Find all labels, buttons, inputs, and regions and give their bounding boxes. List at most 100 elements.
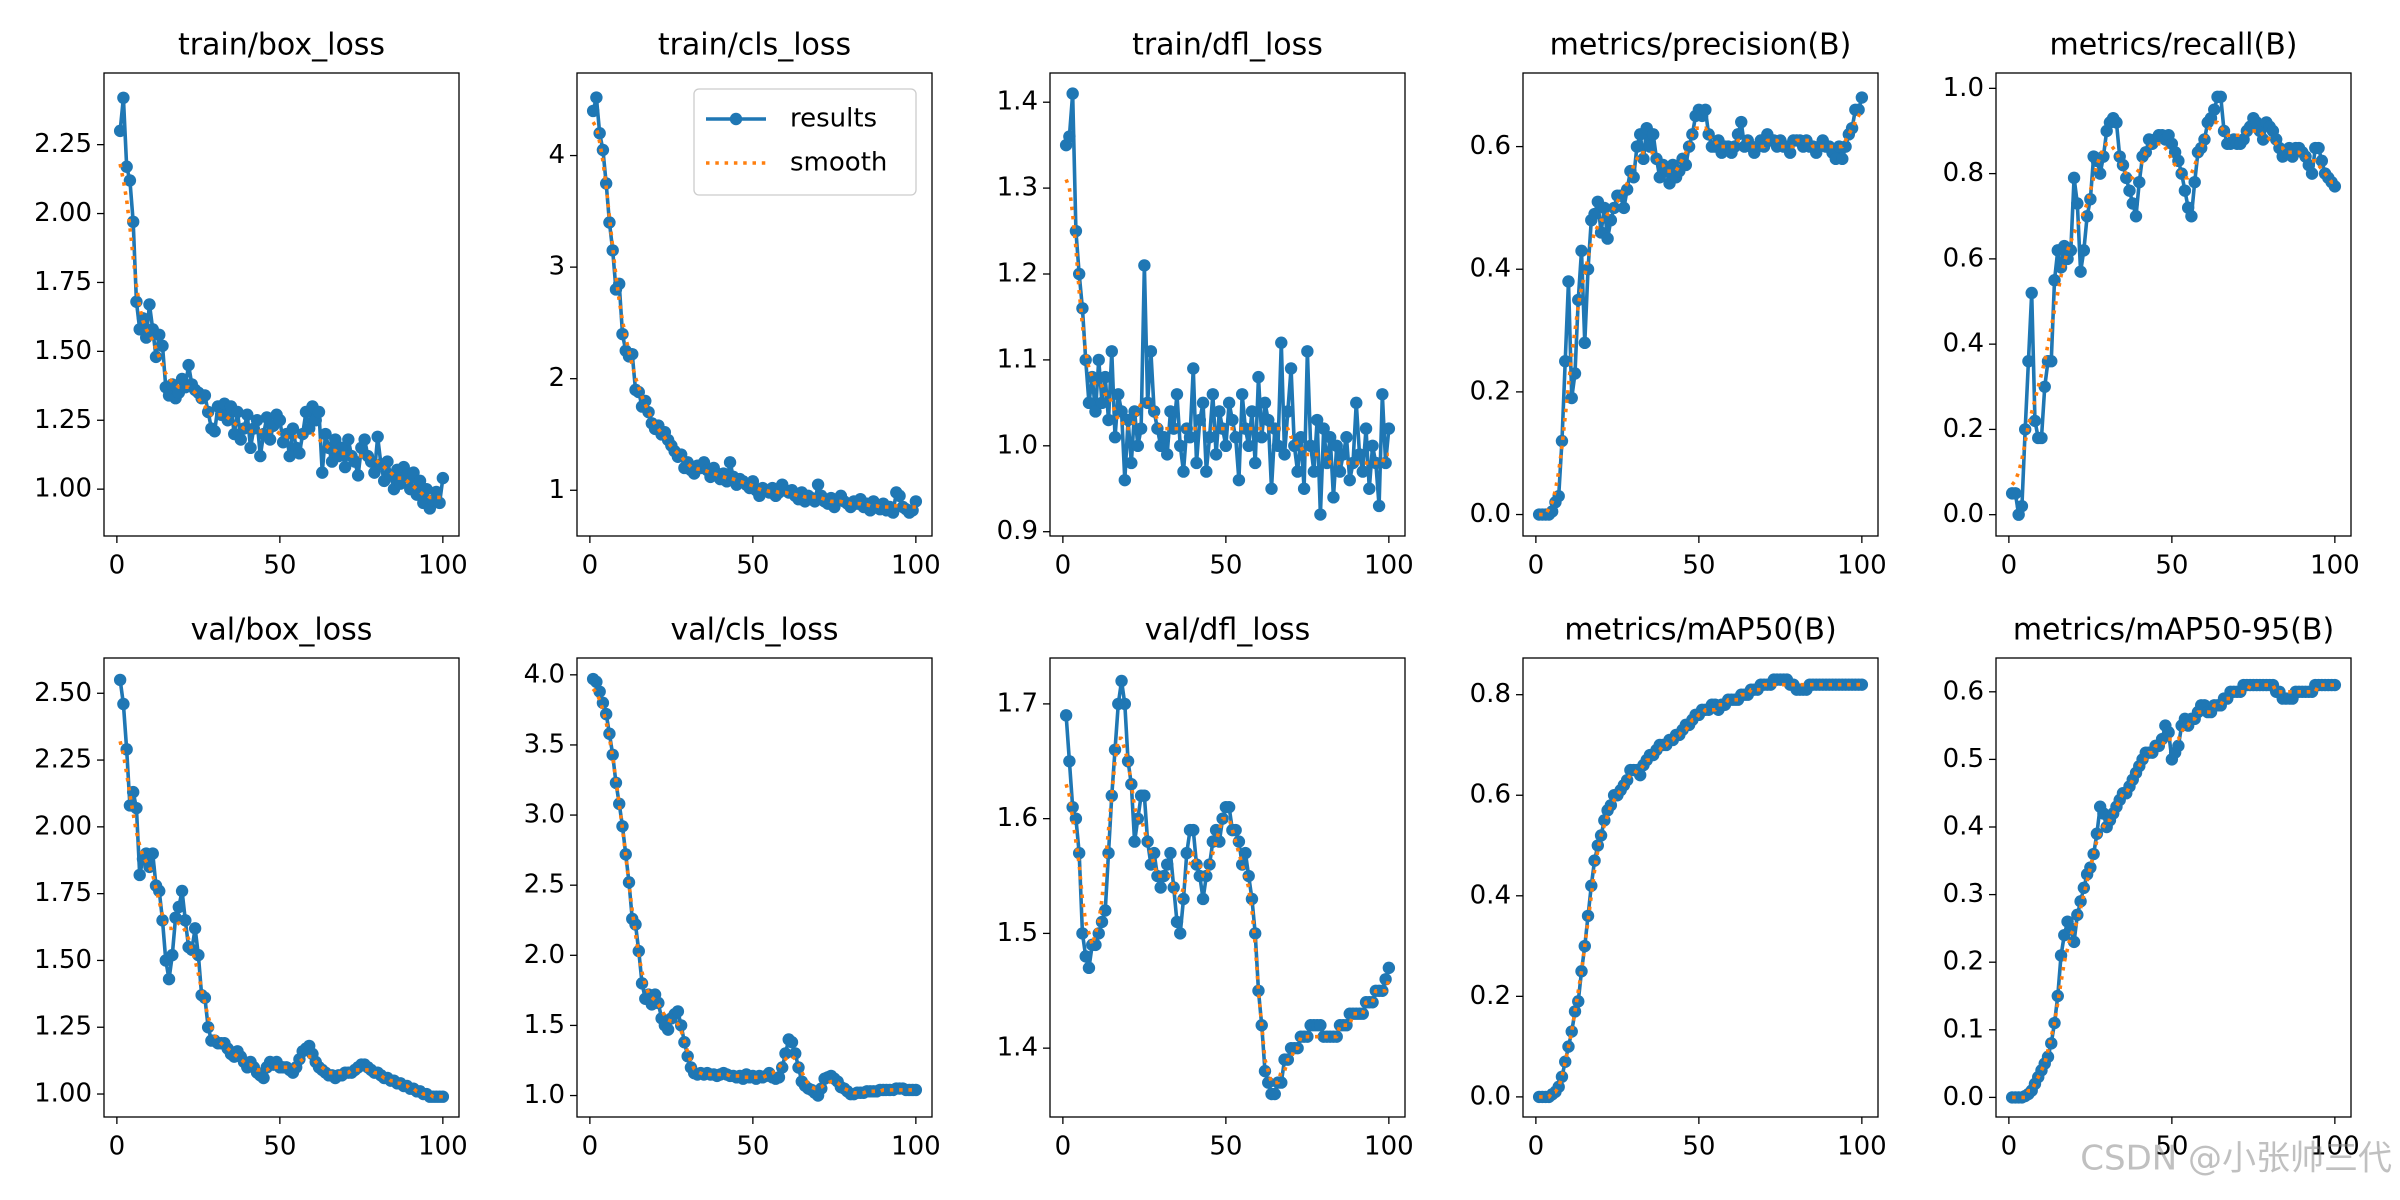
- data-point: [1382, 422, 1396, 435]
- y-tick-label: 0.2: [1943, 947, 1984, 977]
- data-point: [1099, 904, 1112, 917]
- data-point: [1167, 422, 1180, 435]
- y-tick-label: 1.75: [34, 267, 92, 297]
- data-point: [130, 801, 143, 815]
- data-point: [1157, 869, 1171, 883]
- data-point: [1578, 336, 1591, 350]
- data-point: [244, 441, 257, 455]
- axes-frame: [1995, 72, 2352, 537]
- data-point: [1555, 1070, 1569, 1083]
- data-point: [2028, 414, 2042, 428]
- data-point: [221, 414, 234, 427]
- data-point: [893, 489, 906, 503]
- series-line: [2012, 683, 2335, 1100]
- y-tick-label: 0.3: [1943, 879, 1984, 909]
- data-point: [1307, 465, 1321, 478]
- data-point: [1323, 431, 1337, 444]
- data-point: [1082, 396, 1096, 410]
- data-point: [2328, 678, 2342, 692]
- data-point: [1118, 697, 1132, 711]
- data-point: [2110, 116, 2123, 129]
- y-tick-label: 0.8: [1470, 679, 1511, 709]
- data-point: [779, 1047, 792, 1060]
- data-point: [1242, 869, 1255, 883]
- x-tick-label: 100: [1364, 551, 1414, 581]
- y-tick-label: 4.0: [524, 659, 565, 689]
- data-point: [2172, 739, 2185, 753]
- data-point: [1627, 171, 1640, 184]
- chart-title: val/dfl_loss: [1145, 613, 1310, 648]
- data-point: [2038, 380, 2051, 393]
- data-point: [1314, 508, 1327, 521]
- y-tick-label: 0.2: [1943, 414, 1984, 444]
- data-point: [1138, 259, 1151, 272]
- data-point: [179, 914, 192, 927]
- data-point: [342, 433, 355, 446]
- x-tick-label: 100: [1837, 551, 1887, 581]
- data-point: [1255, 431, 1268, 444]
- data-point: [1372, 499, 1386, 513]
- chart-title: train/dfl_loss: [1132, 28, 1323, 63]
- data-point: [586, 104, 600, 118]
- data-point: [1268, 422, 1281, 435]
- data-point: [1174, 927, 1187, 940]
- data-point: [1333, 465, 1347, 478]
- data-point: [1363, 482, 1376, 495]
- data-point: [1262, 413, 1275, 427]
- data-point: [1180, 846, 1193, 860]
- data-point: [1855, 91, 1869, 104]
- data-point: [1200, 869, 1213, 883]
- y-tick-label: 1.25: [34, 405, 92, 435]
- data-point: [143, 860, 156, 874]
- data-point: [166, 948, 179, 962]
- data-point: [1226, 413, 1239, 427]
- data-point: [1128, 405, 1141, 418]
- x-tick-label: 50: [736, 1132, 769, 1162]
- data-point: [319, 427, 332, 441]
- data-point: [616, 327, 629, 341]
- data-point: [2025, 286, 2038, 300]
- data-point: [1174, 439, 1187, 453]
- y-tick-label: 0.2: [1470, 981, 1511, 1011]
- data-point: [1565, 1025, 1578, 1038]
- y-tick-label: 1: [548, 475, 565, 505]
- data-point: [1092, 353, 1105, 367]
- y-tick-label: 2.00: [34, 811, 92, 841]
- data-point: [2064, 922, 2078, 935]
- data-point: [1598, 201, 1611, 215]
- series-line: [1539, 108, 1864, 517]
- data-point: [1121, 755, 1135, 768]
- x-tick-label: 50: [263, 551, 296, 581]
- data-point: [1115, 405, 1128, 418]
- data-point: [1337, 448, 1350, 461]
- data-point: [909, 1083, 923, 1097]
- data-point: [153, 328, 166, 342]
- data-point: [599, 707, 613, 721]
- x-tick-label: 0: [1528, 551, 1545, 581]
- y-tick-label: 1.00: [34, 474, 92, 504]
- data-point: [1167, 881, 1180, 894]
- x-tick-label: 100: [1837, 1132, 1887, 1162]
- data-point: [1366, 439, 1379, 453]
- data-point: [192, 948, 205, 962]
- data-point: [723, 456, 737, 469]
- data-point: [1144, 345, 1158, 358]
- data-point: [208, 425, 221, 438]
- data-point: [1275, 1076, 1288, 1089]
- data-point: [231, 405, 244, 419]
- data-point: [1258, 396, 1272, 410]
- data-point: [671, 1005, 685, 1018]
- data-point: [1588, 207, 1601, 221]
- data-point: [1249, 927, 1262, 940]
- data-point: [603, 216, 616, 229]
- data-point: [590, 675, 603, 689]
- data-point: [156, 914, 169, 927]
- data-point: [1190, 456, 1203, 470]
- series-line: [591, 687, 916, 1095]
- data-point: [1157, 431, 1171, 444]
- x-tick-label: 50: [1209, 1132, 1242, 1162]
- x-tick-label: 50: [736, 551, 769, 581]
- data-point: [1213, 405, 1226, 418]
- data-point: [1291, 465, 1304, 478]
